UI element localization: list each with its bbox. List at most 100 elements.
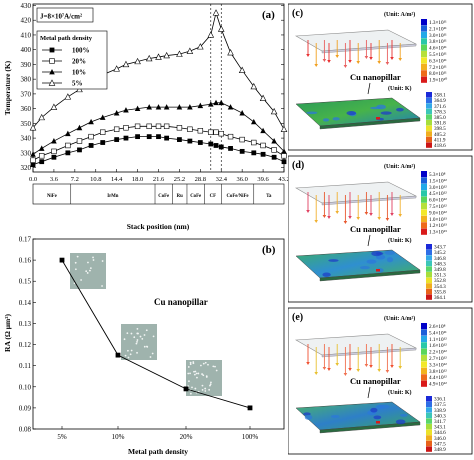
inset-pillar-dot	[189, 361, 192, 364]
current-arrowhead	[356, 61, 360, 64]
inset-pillar-dot	[89, 269, 91, 272]
inset-pillar-dot	[152, 335, 155, 338]
temperature-spot	[303, 412, 311, 416]
x-tick-label: 39.6	[257, 176, 269, 183]
current-arrowhead	[314, 372, 318, 375]
data-point	[30, 162, 36, 168]
temperature-spot	[371, 250, 383, 257]
current-arrowhead	[364, 212, 369, 215]
data-point	[99, 114, 106, 120]
data-point	[227, 48, 234, 56]
inset-pillar-dot	[212, 365, 215, 368]
data-point	[135, 134, 140, 140]
temp-scale-value: 405.2	[434, 132, 446, 138]
current-arrowhead	[322, 215, 327, 218]
data-point	[213, 143, 219, 148]
current-arrowhead	[377, 369, 381, 372]
temp-scale-value: 351.3	[434, 273, 446, 279]
current-scale-value: 4.9×10¹²	[429, 382, 447, 388]
temp-scale-value: 354.3	[434, 284, 446, 290]
layer-label: CoFe	[158, 194, 169, 199]
current-arrowhead	[398, 58, 402, 61]
current-scale-swatch	[421, 342, 427, 349]
inset-pillar-dot	[208, 388, 211, 391]
current-scale-swatch	[421, 31, 427, 38]
current-scale-value: 2.2×10¹²	[429, 350, 447, 356]
simulation-panel: (e) (Unit: A/m²) 2.6×10⁸5.4×10¹¹1.1×10¹²1.…	[288, 307, 473, 455]
inset-pillar-dot	[101, 285, 103, 287]
current-scale-swatch	[421, 38, 427, 45]
temp-scale-swatch	[426, 108, 432, 115]
temperature-spot	[328, 259, 339, 262]
current-arrowhead	[369, 213, 373, 216]
data-point	[271, 138, 277, 144]
x-tick-label: 100%	[242, 433, 259, 441]
temp-scale-value: 336.1	[434, 397, 446, 403]
data-point	[250, 118, 257, 125]
current-scale-value: 3.0×10¹¹	[429, 33, 447, 39]
data-point	[197, 43, 204, 50]
y-tick-label: 0.14	[19, 299, 32, 307]
inset-pillar-dot	[189, 392, 192, 395]
inset-pillar-dot	[151, 352, 154, 355]
current-scale-swatch	[421, 177, 427, 184]
current-scale-value: 3.8×10¹¹	[429, 39, 447, 45]
temp-scale-swatch	[426, 418, 432, 424]
y-tick-label: 320	[21, 164, 32, 172]
current-scale-swatch	[421, 209, 427, 216]
temperature-spot	[396, 107, 404, 112]
temp-scale-swatch	[426, 272, 432, 278]
data-point	[177, 137, 182, 142]
inset-pillar-dot	[87, 261, 89, 264]
inset-pillar-dot	[76, 255, 79, 258]
x-tick-label: 20%	[180, 433, 193, 441]
panel-label: (d)	[292, 160, 304, 171]
data-point	[29, 124, 37, 131]
current-scale-swatch	[421, 76, 427, 83]
cu-nanopillar-annotation: Cu nanopillar	[154, 297, 208, 307]
y-tick-label: 0.10	[19, 383, 32, 391]
current-scale-swatch	[421, 171, 427, 178]
layer-label: CoFe/NiFe	[226, 194, 248, 199]
data-point	[64, 93, 72, 100]
data-point	[88, 143, 94, 148]
current-scale-value: 1.6×10¹²	[429, 343, 447, 349]
panel-frame	[288, 155, 473, 303]
temp-scale-value: 371.6	[434, 104, 446, 110]
y-tick-label: 0.17	[19, 236, 32, 244]
inset-pillar-dot	[136, 351, 138, 354]
temp-scale-swatch	[426, 429, 432, 435]
temp-scale-swatch	[426, 440, 432, 447]
temp-scale-value: 337.5	[434, 402, 446, 408]
temp-scale-swatch	[426, 255, 432, 261]
inset-pillar-dot	[189, 363, 192, 366]
simulation-panel: (d) (Unit: A/m²) 5.3×10⁸1.5×10¹²3.0×10¹²4.…	[288, 155, 473, 303]
current-arrowhead	[356, 217, 360, 220]
y-tick-label: 380	[21, 76, 32, 84]
inset-pillar-dot	[193, 373, 196, 376]
temp-scale-swatch	[426, 277, 432, 283]
chart-b-label: (b)	[262, 244, 276, 256]
data-point	[50, 103, 58, 110]
data-point	[163, 123, 170, 130]
data-point	[123, 107, 129, 113]
data-point	[239, 148, 245, 154]
y-tick-label: 430	[21, 2, 32, 10]
temp-scale-value: 343.1	[434, 425, 446, 431]
inset-pillar-dot	[135, 342, 138, 345]
layer-label: IrMn	[107, 194, 119, 199]
inset-pillar-dot	[130, 332, 133, 335]
temp-scale-value: 364.9	[434, 98, 446, 104]
data-point	[39, 159, 45, 165]
x-tick-label: 14.4	[111, 176, 123, 183]
current-arrowhead	[385, 62, 390, 65]
temp-scale-value: 344.6	[434, 430, 446, 436]
data-point	[271, 147, 277, 153]
x-tick-label: 7.2	[71, 176, 79, 183]
data-point	[176, 50, 183, 57]
current-scale-value: 1.3×10¹³	[429, 230, 447, 236]
data-point	[239, 136, 245, 143]
inset-pillar-dot	[205, 376, 208, 378]
current-arrowhead	[364, 56, 369, 59]
x-tick-label: 0.0	[29, 176, 37, 183]
